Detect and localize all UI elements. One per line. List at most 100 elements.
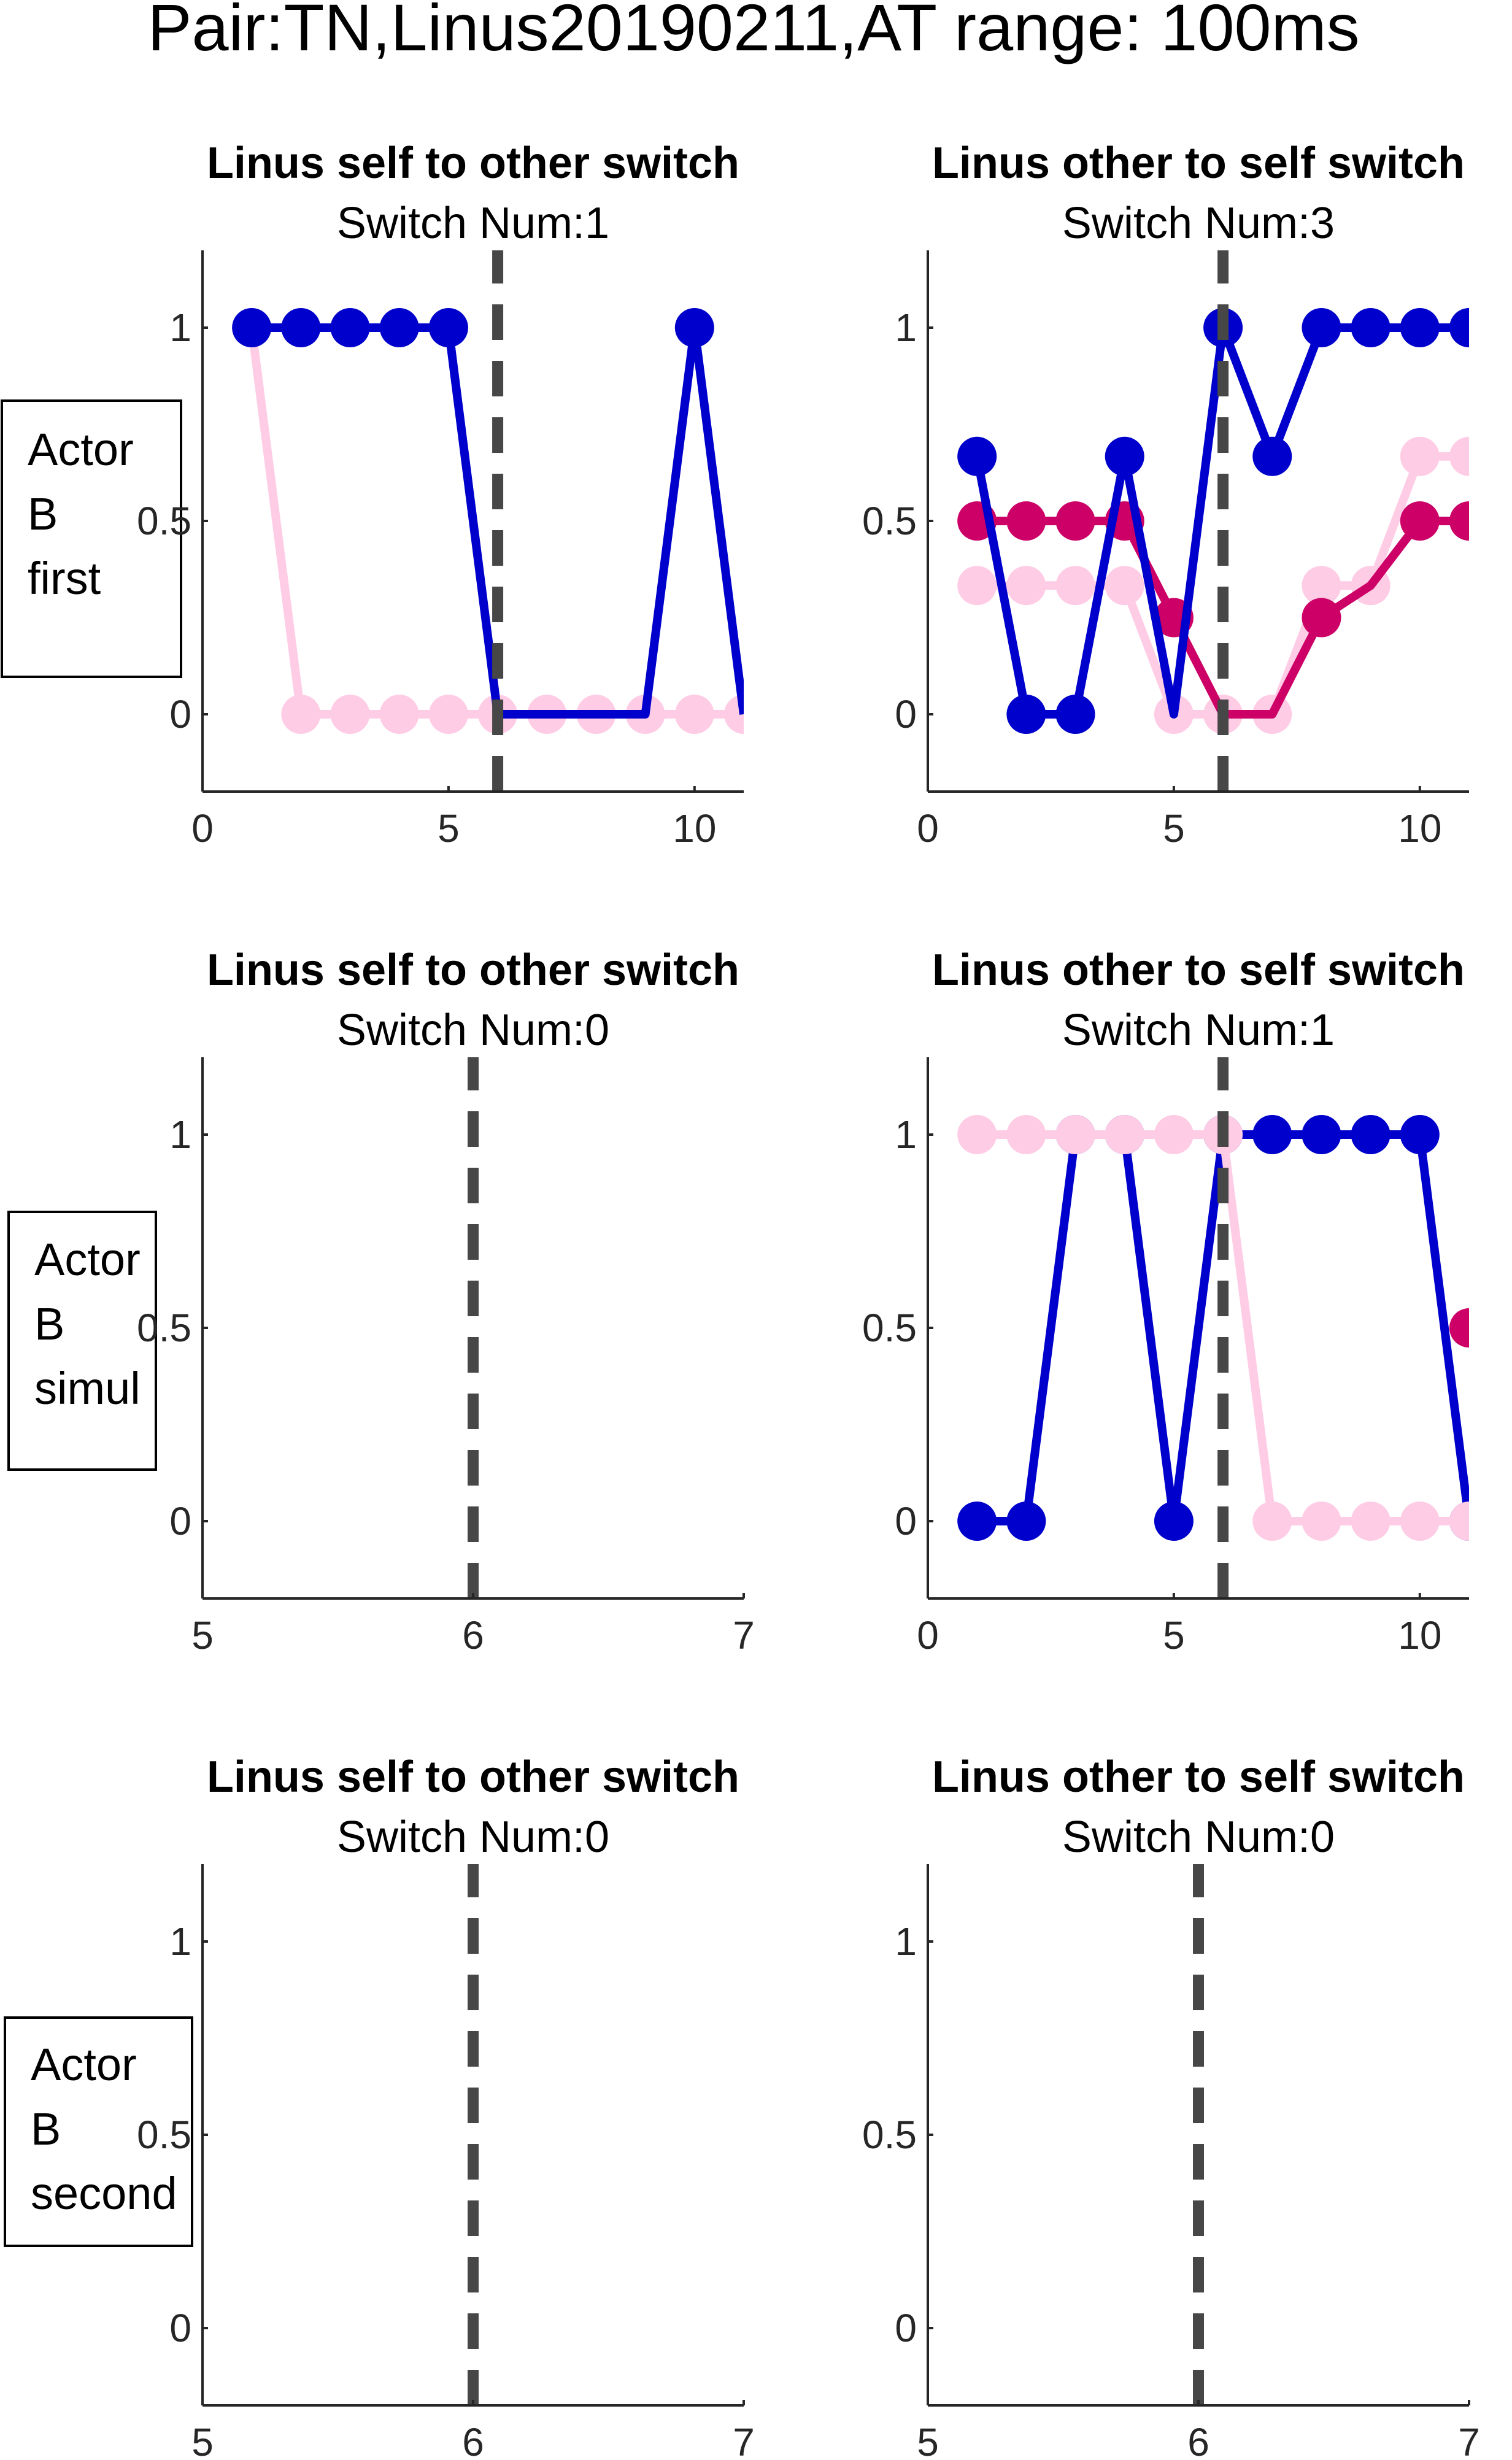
- x-tick-label: 7: [733, 1613, 755, 1657]
- data-point: [1400, 308, 1440, 347]
- x-tick-label: 10: [1398, 1613, 1441, 1657]
- row-label-simul-line-3: simul: [34, 1363, 141, 1414]
- y-tick-label: 0: [169, 1499, 191, 1543]
- panel-title: Linus self to other switch: [207, 1752, 739, 1802]
- y-tick-label: 0.5: [862, 2113, 917, 2157]
- row-label-simul: Actor B simul: [7, 1211, 157, 1471]
- data-point: [428, 695, 468, 734]
- data-point: [1006, 695, 1046, 734]
- row-label-first: Actor B first: [1, 399, 182, 678]
- x-tick-label: 5: [1163, 806, 1185, 850]
- y-tick-label: 0: [895, 2306, 917, 2350]
- series-2: [232, 308, 744, 719]
- y-tick-label: 0.5: [137, 499, 191, 543]
- x-tick-label: 7: [1458, 2420, 1480, 2460]
- figure-title: Pair:TN,Linus20190211,AT range: 100ms: [147, 0, 1359, 64]
- data-point: [1351, 308, 1390, 347]
- row-label-second-line-1: Actor: [31, 2039, 137, 2090]
- data-point: [1400, 501, 1440, 541]
- data-point: [674, 308, 714, 347]
- panel-subtitle: Switch Num:1: [337, 199, 609, 248]
- y-tick-label: 0: [895, 1499, 917, 1543]
- x-tick-label: 5: [1163, 1613, 1185, 1657]
- data-point: [957, 436, 997, 476]
- data-point: [1006, 566, 1046, 606]
- y-tick-label: 1: [895, 1919, 917, 1964]
- data-point: [1400, 1502, 1440, 1541]
- panel-3: Linus self to other switch Switch Num:0 0 0…: [137, 946, 755, 1657]
- row-label-first-line-2: B: [28, 488, 58, 539]
- data-point: [281, 695, 321, 734]
- data-point: [1252, 436, 1292, 476]
- y-tick-label: 1: [169, 1112, 191, 1157]
- panel-2: Linus other to self switch Switch Num:3 0 0…: [862, 139, 1469, 850]
- data-point: [1055, 1115, 1095, 1154]
- y-tick-label: 1: [895, 1112, 917, 1157]
- data-point: [1449, 436, 1469, 476]
- y-tick-label: 0.5: [137, 2113, 191, 2157]
- data-point: [1105, 566, 1144, 606]
- row-label-second-line-3: second: [31, 2168, 177, 2219]
- x-tick-label: 7: [733, 2420, 755, 2460]
- data-point: [1252, 1502, 1292, 1541]
- x-tick-label: 0: [191, 806, 214, 850]
- data-point: [1302, 566, 1341, 606]
- data-point: [1302, 1502, 1341, 1541]
- data-point: [1351, 1115, 1390, 1154]
- panel-4: Linus other to self switch Switch Num:1 0 0…: [862, 946, 1469, 1657]
- data-point: [1055, 566, 1095, 606]
- x-tick-label: 6: [462, 2420, 484, 2460]
- y-tick-label: 0: [169, 2306, 191, 2350]
- x-tick-label: 5: [917, 2420, 939, 2460]
- data-point: [1055, 695, 1095, 734]
- panel-title: Linus self to other switch: [207, 139, 739, 188]
- plot-area: [232, 308, 744, 734]
- data-point: [428, 308, 468, 347]
- data-point: [1302, 598, 1341, 638]
- row-label-second-line-2: B: [31, 2103, 61, 2154]
- x-tick-label: 5: [191, 1613, 214, 1657]
- data-point: [957, 1502, 997, 1541]
- data-point: [1006, 1502, 1046, 1541]
- data-point: [1154, 1115, 1194, 1154]
- row-label-simul-line-1: Actor: [34, 1234, 141, 1285]
- data-point: [1055, 501, 1095, 541]
- data-point: [1006, 501, 1046, 541]
- y-tick-label: 1: [895, 306, 917, 350]
- data-point: [379, 695, 419, 734]
- panel-subtitle: Switch Num:0: [337, 1006, 609, 1055]
- data-point: [1449, 1308, 1469, 1348]
- data-point: [1351, 1502, 1390, 1541]
- y-tick-label: 0.5: [137, 1306, 191, 1350]
- y-tick-label: 0.5: [862, 1306, 917, 1350]
- row-label-first-line-1: Actor: [28, 424, 134, 475]
- data-point: [1006, 1115, 1046, 1154]
- data-point: [1449, 501, 1469, 541]
- panels: Linus self to other switch Switch Num:1 0 0…: [137, 139, 1480, 2460]
- data-point: [1252, 1115, 1292, 1154]
- data-point: [1449, 308, 1469, 347]
- panel-subtitle: Switch Num:0: [1062, 1813, 1335, 1862]
- x-tick-label: 10: [1398, 806, 1441, 850]
- panel-title: Linus other to self switch: [932, 946, 1465, 995]
- data-point: [1154, 1502, 1194, 1541]
- data-point: [1400, 436, 1440, 476]
- x-tick-label: 6: [1187, 2420, 1209, 2460]
- y-tick-label: 0.5: [862, 499, 917, 543]
- panel-6: Linus other to self switch Switch Num:0 0 0…: [862, 1752, 1480, 2460]
- panel-1: Linus self to other switch Switch Num:1 0 0…: [137, 139, 744, 850]
- data-point: [1400, 1115, 1440, 1154]
- data-point: [1302, 1115, 1341, 1154]
- row-label-first-line-3: first: [28, 553, 101, 604]
- panel-title: Linus self to other switch: [207, 946, 739, 995]
- panel-subtitle: Switch Num:1: [1062, 1006, 1335, 1055]
- data-point: [330, 308, 370, 347]
- y-tick-label: 1: [169, 306, 191, 350]
- data-point: [1302, 308, 1341, 347]
- data-point: [232, 308, 272, 347]
- panel-title: Linus other to self switch: [932, 139, 1465, 188]
- y-tick-label: 1: [169, 1919, 191, 1964]
- y-tick-label: 0: [169, 692, 191, 736]
- data-point: [1105, 1115, 1144, 1154]
